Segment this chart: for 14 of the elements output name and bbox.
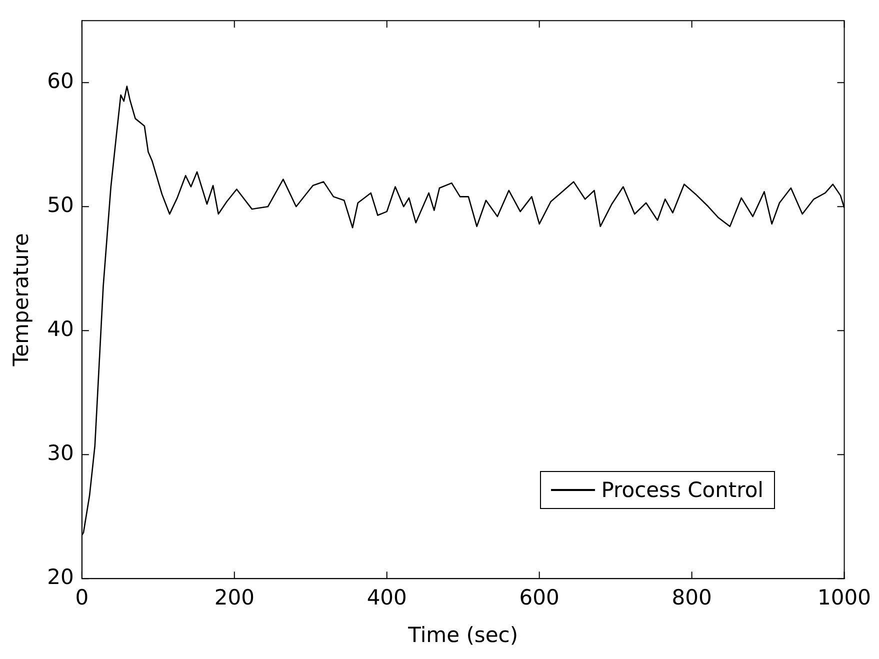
x-tick-label: 0	[75, 586, 89, 610]
x-tick-label: 1000	[818, 586, 872, 610]
x-tick-label: 800	[672, 586, 712, 610]
x-axis-title: Time (sec)	[407, 622, 518, 647]
x-tick-label: 400	[366, 586, 407, 610]
y-tick-label: 30	[47, 441, 74, 466]
x-tick-label: 200	[214, 586, 254, 610]
y-tick-label: 40	[47, 317, 74, 342]
y-tick-label: 50	[47, 193, 74, 218]
y-axis-title: Temperature	[9, 233, 34, 368]
y-tick-label: 20	[47, 565, 74, 590]
legend-label: Process Control	[601, 478, 764, 502]
y-tick-label: 60	[47, 69, 74, 94]
x-tick-label: 600	[519, 586, 560, 610]
